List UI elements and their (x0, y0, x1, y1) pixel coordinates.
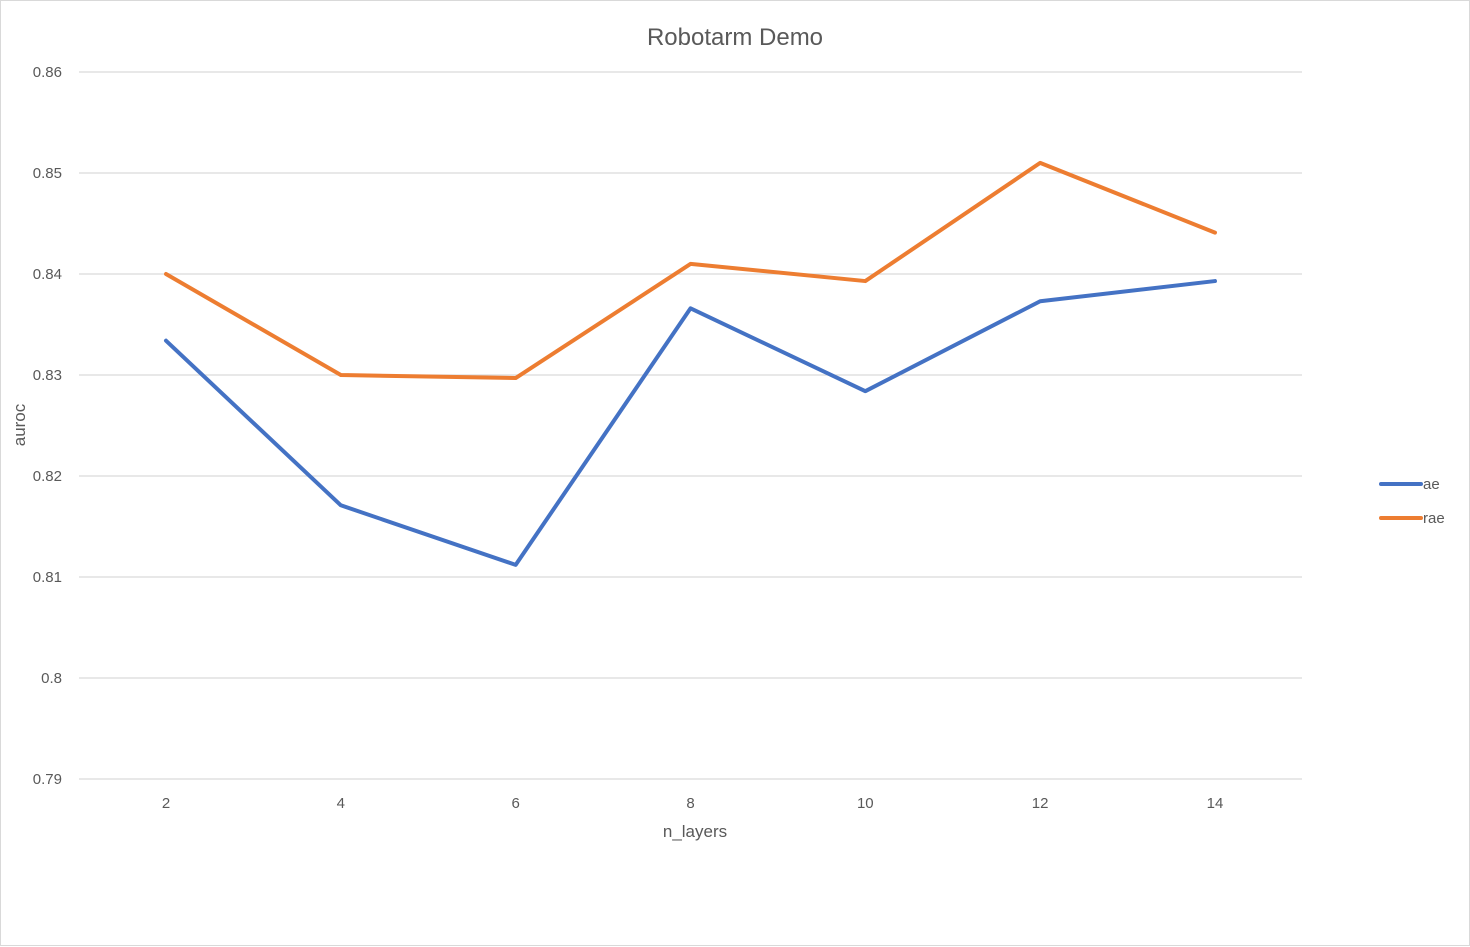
x-tick-label: 4 (337, 795, 345, 812)
x-axis-title: n_layers (663, 822, 727, 841)
chart-title: Robotarm Demo (647, 24, 823, 51)
y-tick-label: 0.84 (33, 266, 62, 283)
legend-label-ae: ae (1423, 476, 1440, 493)
y-tick-label: 0.83 (33, 367, 62, 384)
y-tick-label: 0.86 (33, 64, 62, 81)
y-tick-label: 0.82 (33, 468, 62, 485)
x-tick-label: 12 (1032, 795, 1049, 812)
x-tick-label: 2 (162, 795, 170, 812)
x-tick-label: 10 (857, 795, 874, 812)
x-axis-tick-labels: 2 4 6 8 10 12 14 (162, 795, 1223, 812)
y-axis-tick-labels: 0.79 0.8 0.81 0.82 0.83 0.84 0.85 0.86 (33, 64, 62, 788)
y-tick-label: 0.79 (33, 771, 62, 788)
y-tick-label: 0.81 (33, 569, 62, 586)
gridlines (79, 71, 1302, 780)
legend-label-rae: rae (1423, 510, 1445, 527)
legend: ae rae (1379, 476, 1445, 527)
series-lines (164, 160, 1217, 567)
series-line-rae (164, 160, 1217, 381)
x-tick-label: 14 (1207, 795, 1224, 812)
series-line-ae (164, 279, 1217, 567)
x-tick-label: 6 (511, 795, 519, 812)
y-tick-label: 0.8 (41, 670, 62, 687)
y-axis-title: auroc (10, 403, 29, 446)
y-tick-label: 0.85 (33, 165, 62, 182)
x-tick-label: 8 (686, 795, 694, 812)
